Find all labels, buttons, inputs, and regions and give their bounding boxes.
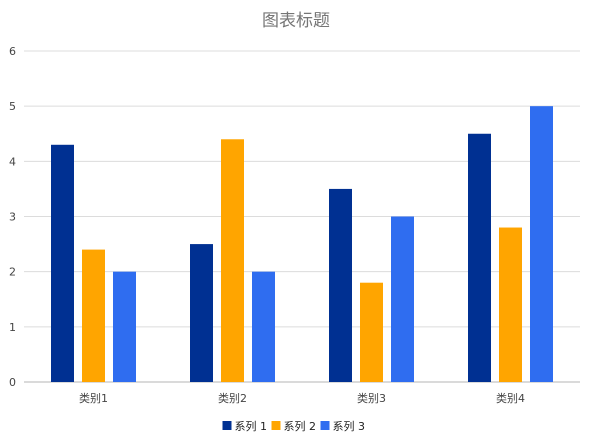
bar-series2-category2	[221, 139, 244, 382]
legend-item: 系列 2	[271, 419, 317, 433]
legend-label: 系列 3	[333, 419, 366, 433]
bar-series2-category4	[499, 227, 522, 382]
bar-series3-category1	[113, 271, 136, 382]
y-axis-tick-labels: 0 1 2 3 4 5 6	[9, 45, 16, 389]
x-axis-tick-labels: 类别1 类别2 类别3 类别4	[79, 391, 525, 405]
bar-series1-category4	[468, 133, 491, 382]
x-tick-label: 类别4	[496, 391, 525, 405]
bar-series1-category2	[190, 244, 213, 382]
legend-item: 系列 1	[222, 419, 268, 433]
y-tick-label: 5	[9, 100, 16, 113]
y-tick-label: 6	[9, 45, 16, 58]
bar-series1-category1	[51, 144, 74, 382]
y-tick-label: 2	[9, 266, 16, 279]
legend-swatch	[271, 421, 281, 430]
bar-series2-category3	[360, 282, 383, 382]
legend-label: 系列 1	[235, 419, 268, 433]
legend-swatch	[320, 421, 330, 430]
legend: 系列 1 系列 2 系列 3	[222, 419, 366, 433]
y-tick-label: 1	[9, 321, 16, 334]
bar-series1-category3	[329, 188, 352, 382]
bar-series2-category1	[82, 249, 105, 382]
legend-label: 系列 2	[284, 419, 317, 433]
y-tick-label: 4	[9, 155, 16, 168]
legend-item: 系列 3	[320, 419, 366, 433]
bar-series3-category2	[252, 271, 275, 382]
bars	[51, 106, 553, 383]
bar-series3-category3	[391, 216, 414, 382]
y-tick-label: 0	[9, 376, 16, 389]
legend-swatch	[222, 421, 232, 430]
x-tick-label: 类别1	[79, 391, 108, 405]
chart-title: 图表标题	[262, 11, 330, 31]
x-tick-label: 类别2	[218, 391, 247, 405]
x-tick-label: 类别3	[357, 391, 386, 405]
gridlines	[24, 50, 580, 383]
y-tick-label: 3	[9, 211, 16, 224]
bar-series3-category4	[530, 106, 553, 383]
